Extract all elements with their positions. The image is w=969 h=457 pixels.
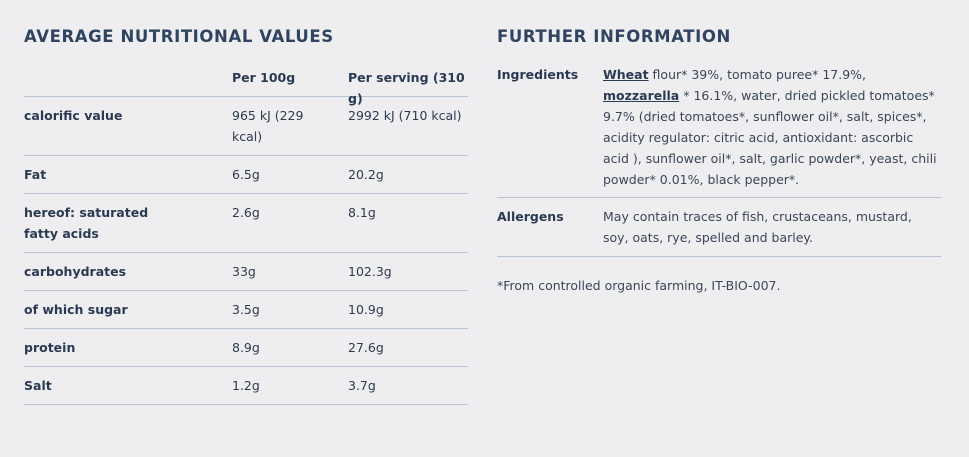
- table-row: Salt 1.2g 3.7g: [24, 367, 468, 405]
- row-per-serving: 102.3g: [348, 264, 392, 279]
- row-per-100g: 6.5g: [232, 167, 260, 182]
- ingredients-text: Wheat flour* 39%, tomato puree* 17.9%, m…: [603, 64, 939, 190]
- table-row: calorific value 965 kJ (229 kcal) 2992 k…: [24, 97, 468, 156]
- table-row: Fat 6.5g 20.2g: [24, 156, 468, 194]
- row-per-serving: 2992 kJ (710 kcal): [348, 108, 462, 123]
- allergens-label: Allergens: [497, 209, 564, 224]
- row-per-serving: 8.1g: [348, 205, 376, 220]
- wheat-allergen: Wheat: [603, 67, 649, 82]
- row-per-100g: 965 kJ (229 kcal): [232, 108, 304, 144]
- allergens-row: Allergens May contain traces of fish, cr…: [497, 198, 941, 257]
- table-row: of which sugar 3.5g 10.9g: [24, 291, 468, 329]
- row-label: calorific value: [24, 108, 123, 123]
- row-per-100g: 2.6g: [232, 205, 260, 220]
- ingredients-part1: flour* 39%, tomato puree* 17.9%,: [648, 67, 867, 82]
- header-per-serving: Per serving (310 g): [348, 70, 465, 106]
- row-label: carbohydrates: [24, 264, 127, 279]
- row-label: Salt: [24, 378, 52, 393]
- row-per-100g: 1.2g: [232, 378, 260, 393]
- row-per-100g: 8.9g: [232, 340, 260, 355]
- further-information-table: Ingredients Wheat flour* 39%, tomato pur…: [497, 59, 941, 257]
- row-per-serving: 10.9g: [348, 302, 384, 317]
- header-per-100g: Per 100g: [232, 70, 296, 85]
- row-per-100g: 3.5g: [232, 302, 260, 317]
- mozzarella-allergen: mozzarella: [603, 88, 680, 103]
- row-per-serving: 27.6g: [348, 340, 384, 355]
- row-label: hereof: saturated fatty acids: [24, 205, 149, 241]
- ingredients-label: Ingredients: [497, 67, 579, 82]
- row-per-100g: 33g: [232, 264, 256, 279]
- table-row: carbohydrates 33g 102.3g: [24, 253, 468, 291]
- nutrition-header-row: Per 100g Per serving (310 g): [24, 59, 468, 106]
- row-label: Fat: [24, 167, 47, 182]
- nutrition-table: Per 100g Per serving (310 g) calorific v…: [24, 59, 468, 405]
- nutrition-title: AVERAGE NUTRITIONAL VALUES: [24, 27, 334, 46]
- row-label: protein: [24, 340, 76, 355]
- ingredients-row: Ingredients Wheat flour* 39%, tomato pur…: [497, 59, 941, 198]
- organic-footnote: *From controlled organic farming, IT-BIO…: [497, 278, 781, 293]
- table-row: hereof: saturated fatty acids 2.6g 8.1g: [24, 194, 468, 253]
- row-per-serving: 20.2g: [348, 167, 384, 182]
- ingredients-part2: * 16.1%, water, dried pickled tomatoes* …: [603, 88, 937, 187]
- further-information-title: FURTHER INFORMATION: [497, 27, 731, 46]
- allergens-text: May contain traces of fish, crustaceans,…: [603, 209, 912, 245]
- row-per-serving: 3.7g: [348, 378, 376, 393]
- row-label: of which sugar: [24, 302, 128, 317]
- table-row: protein 8.9g 27.6g: [24, 329, 468, 367]
